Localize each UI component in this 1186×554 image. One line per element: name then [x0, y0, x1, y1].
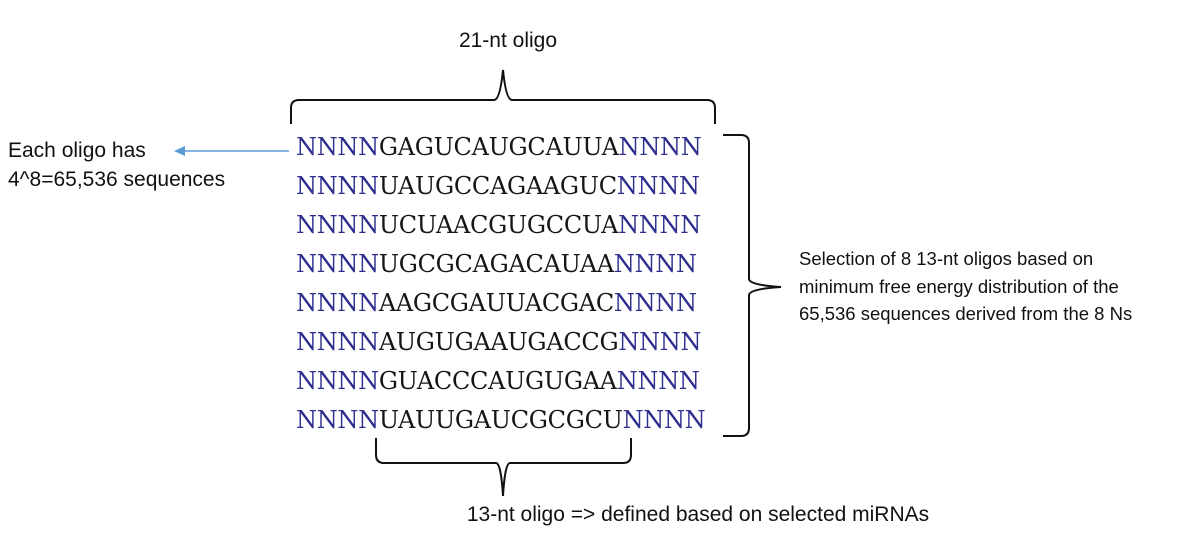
- core-sequence: UAUUGAUCGCGCU: [378, 406, 623, 434]
- sequence-row: NNNNUGCGCAGACAUAANNNN: [296, 245, 705, 284]
- core-sequence: AUGUGAAUGACCG: [378, 328, 619, 356]
- left-note-line: Each oligo has: [8, 139, 146, 162]
- top-brace: [290, 69, 716, 124]
- right-brace: [723, 134, 782, 437]
- left-flank: NNNN: [296, 289, 379, 317]
- right-flank: NNNN: [622, 406, 706, 434]
- right-flank: NNNN: [616, 367, 700, 395]
- sequence-block: NNNNGAGUCAUGCAUUANNNN NNNNUAUGCCAGAAGUCN…: [296, 128, 706, 440]
- core-sequence: GAGUCAUGCAUUA: [378, 133, 619, 161]
- left-flank: NNNN: [296, 250, 379, 278]
- sequence-row: NNNNUAUUGAUCGCGCUNNNN: [296, 401, 706, 440]
- bottom-label: 13-nt oligo => defined based on selected…: [466, 503, 930, 526]
- bottom-brace: [375, 438, 632, 497]
- right-note: Selection of 8 13-nt oligos based on min…: [799, 245, 1132, 328]
- right-note-line: 65,536 sequences derived from the 8 Ns: [799, 303, 1133, 324]
- left-flank: NNNN: [296, 328, 379, 356]
- core-sequence: UCUAACGUGCCUA: [378, 211, 619, 239]
- left-note: Each oligo has 4^8=65,536 sequences: [8, 136, 225, 194]
- sequence-row: NNNNAAGCGAUUACGACNNNN: [296, 284, 705, 323]
- core-sequence: UAUGCCAGAAGUC: [378, 172, 617, 200]
- arrow-head-icon: [174, 146, 185, 156]
- core-sequence: UGCGCAGACAUAA: [378, 250, 614, 278]
- right-flank: NNNN: [613, 289, 697, 317]
- sequence-row: NNNNGUACCCAUGUGAANNNN: [296, 362, 705, 401]
- left-flank: NNNN: [296, 211, 379, 239]
- sequence-row: NNNNUCUAACGUGCCUANNNN: [296, 206, 705, 245]
- left-flank: NNNN: [296, 406, 379, 434]
- left-note-line: 4^8=65,536 sequences: [8, 168, 226, 191]
- top-label: 21-nt oligo: [458, 29, 558, 52]
- left-flank: NNNN: [296, 133, 379, 161]
- right-flank: NNNN: [618, 328, 702, 356]
- right-note-line: minimum free energy distribution of the: [799, 275, 1119, 297]
- right-note-line: Selection of 8 13-nt oligos based on: [799, 248, 1094, 269]
- right-flank: NNNN: [616, 172, 700, 200]
- sequence-row: NNNNGAGUCAUGCAUUANNNN: [296, 128, 705, 167]
- core-sequence: AAGCGAUUACGAC: [378, 289, 614, 317]
- right-flank: NNNN: [618, 133, 702, 161]
- left-flank: NNNN: [296, 172, 379, 200]
- core-sequence: GUACCCAUGUGAA: [378, 367, 617, 395]
- right-flank: NNNN: [613, 250, 697, 278]
- sequence-row: NNNNUAUGCCAGAAGUCNNNN: [296, 167, 705, 206]
- right-flank: NNNN: [618, 211, 701, 239]
- left-flank: NNNN: [296, 367, 379, 395]
- sequence-row: NNNNAUGUGAAUGACCGNNNN: [296, 323, 705, 362]
